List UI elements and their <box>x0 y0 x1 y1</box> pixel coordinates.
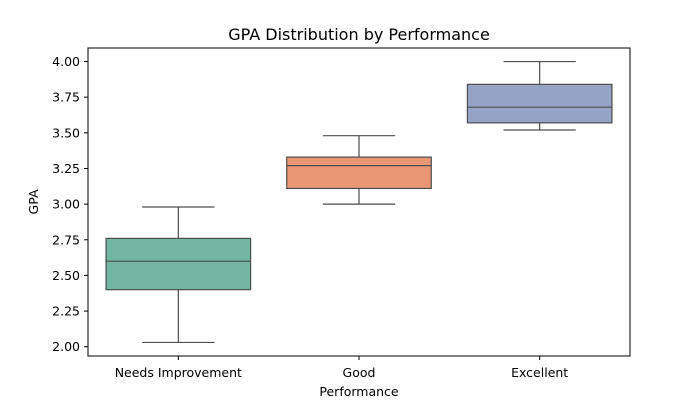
iqr-box <box>105 237 252 291</box>
y-tick-label: 2.75 <box>52 232 80 247</box>
chart-title: GPA Distribution by Performance <box>228 25 490 44</box>
y-tick-label: 4.00 <box>52 54 80 69</box>
x-tick-label: Good <box>343 365 376 380</box>
plot-frame <box>87 47 631 357</box>
y-tick-label: 3.00 <box>52 197 80 212</box>
iqr-box <box>466 83 613 124</box>
y-tick-label: 3.50 <box>52 125 80 140</box>
y-tick-label: 2.50 <box>52 268 80 283</box>
y-tick-label: 2.00 <box>52 339 80 354</box>
iqr-box <box>286 156 432 190</box>
y-tick-label: 3.75 <box>52 90 80 105</box>
plot-area: 2.00 2.25 2.50 2.75 3.00 3.25 3.50 3.75 4.00 Need… <box>52 54 613 380</box>
y-tick-label: 3.25 <box>52 161 80 176</box>
y-axis-label: GPA <box>26 189 41 214</box>
x-tick-label: Excellent <box>511 365 568 380</box>
x-tick-label: Needs Improvement <box>115 365 242 380</box>
y-tick-label: 2.25 <box>52 304 80 319</box>
x-axis-label: Performance <box>319 384 399 399</box>
